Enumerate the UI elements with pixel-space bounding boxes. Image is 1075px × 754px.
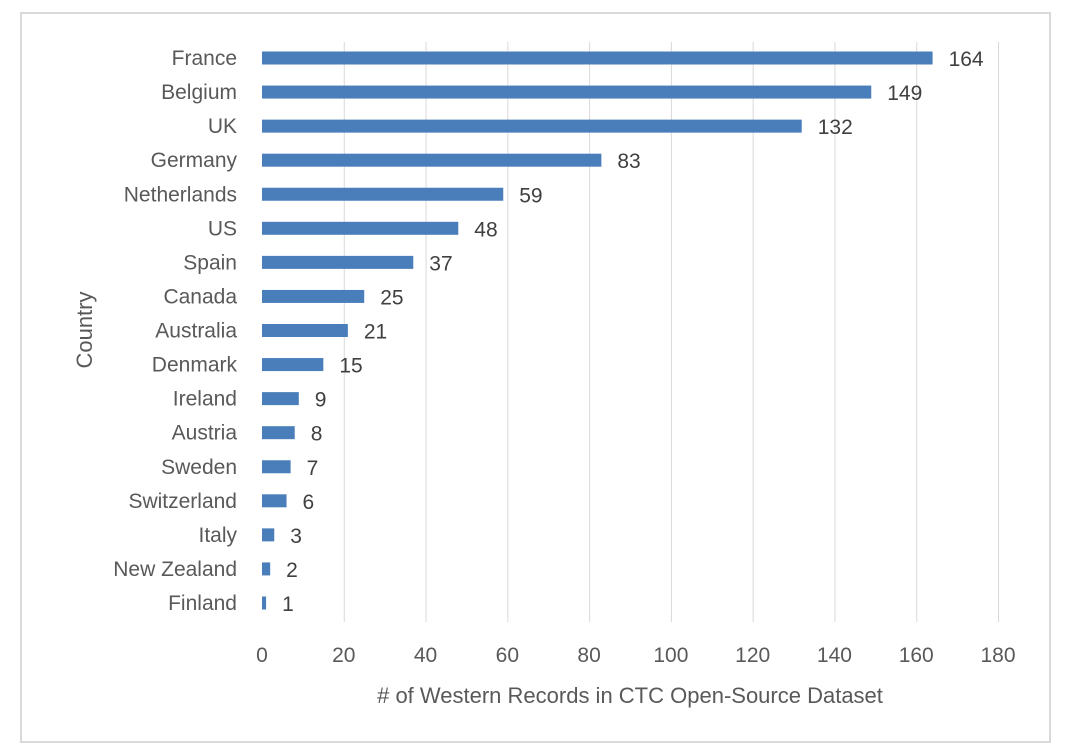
bar xyxy=(262,494,287,508)
category-label: Austria xyxy=(172,422,238,445)
bar xyxy=(262,119,802,133)
bar xyxy=(262,187,504,201)
category-label: Switzerland xyxy=(128,490,237,513)
x-tick-label: 100 xyxy=(653,644,688,667)
category-label: UK xyxy=(208,115,237,138)
bars xyxy=(262,51,933,610)
chart-frame xyxy=(20,12,1051,743)
category-label: Denmark xyxy=(152,354,238,377)
bar xyxy=(262,596,267,610)
bar xyxy=(262,426,295,440)
data-label: 132 xyxy=(818,116,853,139)
x-tick-label: 120 xyxy=(735,644,770,667)
data-label: 164 xyxy=(949,48,984,71)
category-label: Finland xyxy=(168,592,237,615)
data-label: 8 xyxy=(311,423,323,446)
bar xyxy=(262,392,299,406)
data-label: 2 xyxy=(286,559,298,582)
x-tick-label: 60 xyxy=(496,644,519,667)
data-label: 149 xyxy=(887,82,922,105)
bar xyxy=(262,528,275,542)
data-label: 37 xyxy=(429,252,452,275)
bar xyxy=(262,51,933,65)
x-tick-label: 180 xyxy=(980,644,1015,667)
category-label: Sweden xyxy=(161,456,237,479)
y-axis-title: Country xyxy=(72,291,97,368)
x-axis-title: # of Western Records in CTC Open-Source … xyxy=(377,683,883,708)
data-label: 25 xyxy=(380,286,403,309)
bar xyxy=(262,460,291,474)
data-label: 1 xyxy=(282,593,294,616)
category-labels: France Belgium UK Germany Netherlands US Spain… xyxy=(113,47,237,615)
data-label: 15 xyxy=(339,355,362,378)
bar xyxy=(262,324,348,337)
data-label: 9 xyxy=(315,389,327,412)
bar xyxy=(262,255,414,269)
category-label: Ireland xyxy=(173,388,237,411)
gridlines xyxy=(343,42,999,622)
data-label: 48 xyxy=(474,218,497,241)
bar xyxy=(262,85,872,99)
category-label: Germany xyxy=(151,149,238,172)
bar xyxy=(262,358,324,372)
x-tick-label: 140 xyxy=(817,644,852,667)
data-label: 59 xyxy=(519,184,542,207)
data-label: 7 xyxy=(307,457,319,480)
category-label: New Zealand xyxy=(113,558,237,581)
x-tick-label: 0 xyxy=(256,644,268,667)
data-label: 3 xyxy=(290,525,302,548)
bar xyxy=(262,153,602,167)
data-label: 83 xyxy=(617,150,640,173)
x-tick-label: 20 xyxy=(332,644,355,667)
x-tick-labels: 0 20 40 60 80 100 120 140 160 180 xyxy=(256,644,1015,667)
bar xyxy=(262,221,459,235)
category-label: Netherlands xyxy=(124,183,237,206)
x-tick-label: 40 xyxy=(414,644,437,667)
data-label: 6 xyxy=(303,491,315,514)
category-label: Australia xyxy=(155,320,237,343)
category-label: France xyxy=(172,47,237,70)
bar xyxy=(262,289,365,303)
category-label: Spain xyxy=(183,251,237,274)
category-label: Canada xyxy=(163,285,237,308)
x-tick-label: 80 xyxy=(577,644,600,667)
category-label: Italy xyxy=(198,524,237,547)
bar xyxy=(262,562,271,576)
x-tick-label: 160 xyxy=(899,644,934,667)
category-label: US xyxy=(208,217,237,240)
data-label: 21 xyxy=(364,321,387,344)
category-label: Belgium xyxy=(161,81,237,104)
